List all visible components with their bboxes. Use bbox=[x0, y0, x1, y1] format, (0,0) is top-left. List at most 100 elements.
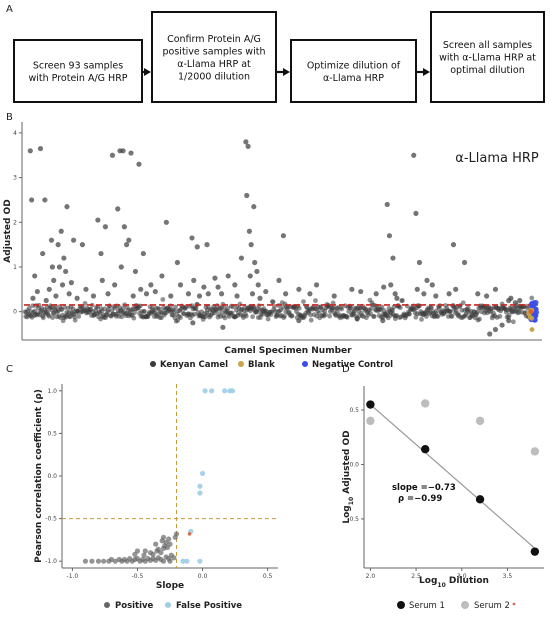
data-point-camel bbox=[330, 300, 336, 306]
data-point-camel bbox=[46, 286, 52, 292]
data-point-camel bbox=[506, 312, 512, 318]
flow-box-text: α-Llama HRP bbox=[323, 73, 384, 84]
data-point-camel bbox=[194, 244, 200, 250]
data-point-outlier bbox=[187, 532, 192, 536]
data-point-serum-1 bbox=[366, 400, 375, 409]
data-point-camel bbox=[390, 255, 396, 261]
data-point-camel bbox=[255, 282, 261, 288]
data-point-camel bbox=[126, 237, 132, 243]
data-point-camel bbox=[339, 306, 345, 312]
x-tick-label: 0.0 bbox=[198, 573, 208, 580]
data-point-camel bbox=[68, 280, 74, 286]
data-point-camel bbox=[301, 299, 306, 304]
x-tick-label: 3.0 bbox=[457, 573, 467, 580]
data-point-camel bbox=[497, 313, 503, 319]
legend-marker bbox=[512, 602, 516, 606]
flow-box-text: positive samples with bbox=[163, 46, 266, 57]
x-axis-label: Log10 Dilution bbox=[419, 576, 489, 589]
data-point-positive bbox=[108, 556, 115, 563]
x-tick-label: 0.5 bbox=[263, 573, 273, 580]
data-point-camel bbox=[192, 311, 198, 317]
data-point-camel bbox=[128, 150, 134, 156]
data-point-camel bbox=[251, 204, 257, 210]
y-tick-label: -0.5 bbox=[347, 516, 359, 523]
flow-box-3 bbox=[290, 39, 417, 103]
legend-swatch bbox=[302, 361, 308, 367]
data-point-camel bbox=[163, 219, 169, 225]
data-point-camel bbox=[424, 277, 430, 283]
data-point-camel bbox=[36, 302, 42, 308]
data-point-camel bbox=[70, 237, 77, 243]
data-point-camel bbox=[152, 288, 158, 295]
data-point-camel bbox=[105, 291, 111, 297]
flow-box-4 bbox=[430, 11, 545, 103]
y-tick-label: 0.0 bbox=[47, 473, 57, 480]
data-point-camel bbox=[394, 295, 400, 301]
data-point-blank bbox=[529, 315, 535, 321]
data-point-false-positive bbox=[209, 388, 215, 394]
panel-label-a: A bbox=[6, 4, 13, 15]
legend-label: Negative Control bbox=[312, 360, 393, 370]
data-point-camel bbox=[79, 242, 86, 248]
flow-box-text: Confirm Protein A/G bbox=[167, 34, 261, 45]
data-point-camel bbox=[392, 291, 398, 297]
data-point-camel bbox=[76, 314, 82, 319]
data-point-camel bbox=[143, 291, 150, 297]
data-point-camel bbox=[384, 201, 390, 208]
data-point-camel bbox=[252, 259, 258, 266]
data-point-camel bbox=[66, 291, 72, 297]
data-point-positive bbox=[166, 536, 172, 542]
data-point-camel bbox=[27, 148, 33, 154]
data-point-camel bbox=[112, 282, 118, 288]
flow-arrow-head bbox=[283, 68, 290, 76]
y-tick-label: 0.5 bbox=[47, 430, 57, 437]
data-point-camel bbox=[246, 228, 253, 234]
legend-swatch bbox=[150, 361, 156, 367]
data-point-camel bbox=[51, 277, 57, 283]
data-point-camel bbox=[177, 282, 184, 288]
flowchart: Screen 93 samples with Protein A/G HRP Con… bbox=[13, 11, 545, 103]
data-point-camel bbox=[373, 291, 379, 297]
data-point-camel bbox=[257, 295, 263, 301]
data-point-camel bbox=[416, 259, 423, 266]
data-point-serum-2 bbox=[530, 447, 540, 456]
y-tick-label: 2 bbox=[13, 219, 17, 226]
y-tick-label: 1 bbox=[13, 264, 17, 271]
data-point-camel bbox=[72, 317, 78, 323]
data-point-camel bbox=[313, 282, 320, 288]
data-point-camel bbox=[380, 317, 386, 324]
data-point-camel bbox=[461, 259, 468, 266]
data-point-camel bbox=[196, 293, 203, 299]
data-point-serum-1 bbox=[475, 495, 485, 504]
data-point-false-positive bbox=[222, 388, 228, 394]
data-point-camel bbox=[263, 288, 269, 295]
data-point-camel bbox=[308, 317, 314, 323]
data-point-camel bbox=[59, 282, 66, 288]
data-point-camel bbox=[49, 264, 55, 270]
data-point-camel bbox=[354, 315, 360, 321]
data-point-positive bbox=[167, 558, 173, 564]
legend-swatch bbox=[238, 361, 244, 367]
data-point-camel bbox=[64, 204, 70, 210]
data-point-camel bbox=[465, 305, 471, 311]
data-point-camel bbox=[98, 250, 104, 257]
data-point-camel bbox=[61, 255, 67, 261]
data-point-camel bbox=[148, 282, 154, 288]
data-point-positive bbox=[150, 551, 156, 557]
legend-label: Kenyan Camel bbox=[160, 360, 228, 370]
data-point-camel bbox=[334, 308, 340, 314]
y-axis-label: Pearson correlation coefficient (ρ) bbox=[34, 389, 44, 563]
data-point-camel bbox=[247, 273, 253, 279]
data-point-positive bbox=[112, 558, 118, 564]
data-point-serum-2 bbox=[421, 399, 430, 408]
data-point-camel bbox=[204, 242, 210, 248]
flow-box-text: Screen all samples bbox=[443, 40, 532, 51]
flow-box-text: α-Llama HRP at bbox=[177, 59, 251, 70]
data-point-camel bbox=[308, 312, 313, 318]
data-point-camel bbox=[517, 297, 523, 304]
data-point-positive bbox=[173, 531, 180, 537]
x-axis-label: Camel Specimen Number bbox=[224, 346, 352, 356]
flow-box-text: 1/2000 dilution bbox=[178, 71, 250, 82]
data-point-camel bbox=[42, 197, 48, 203]
